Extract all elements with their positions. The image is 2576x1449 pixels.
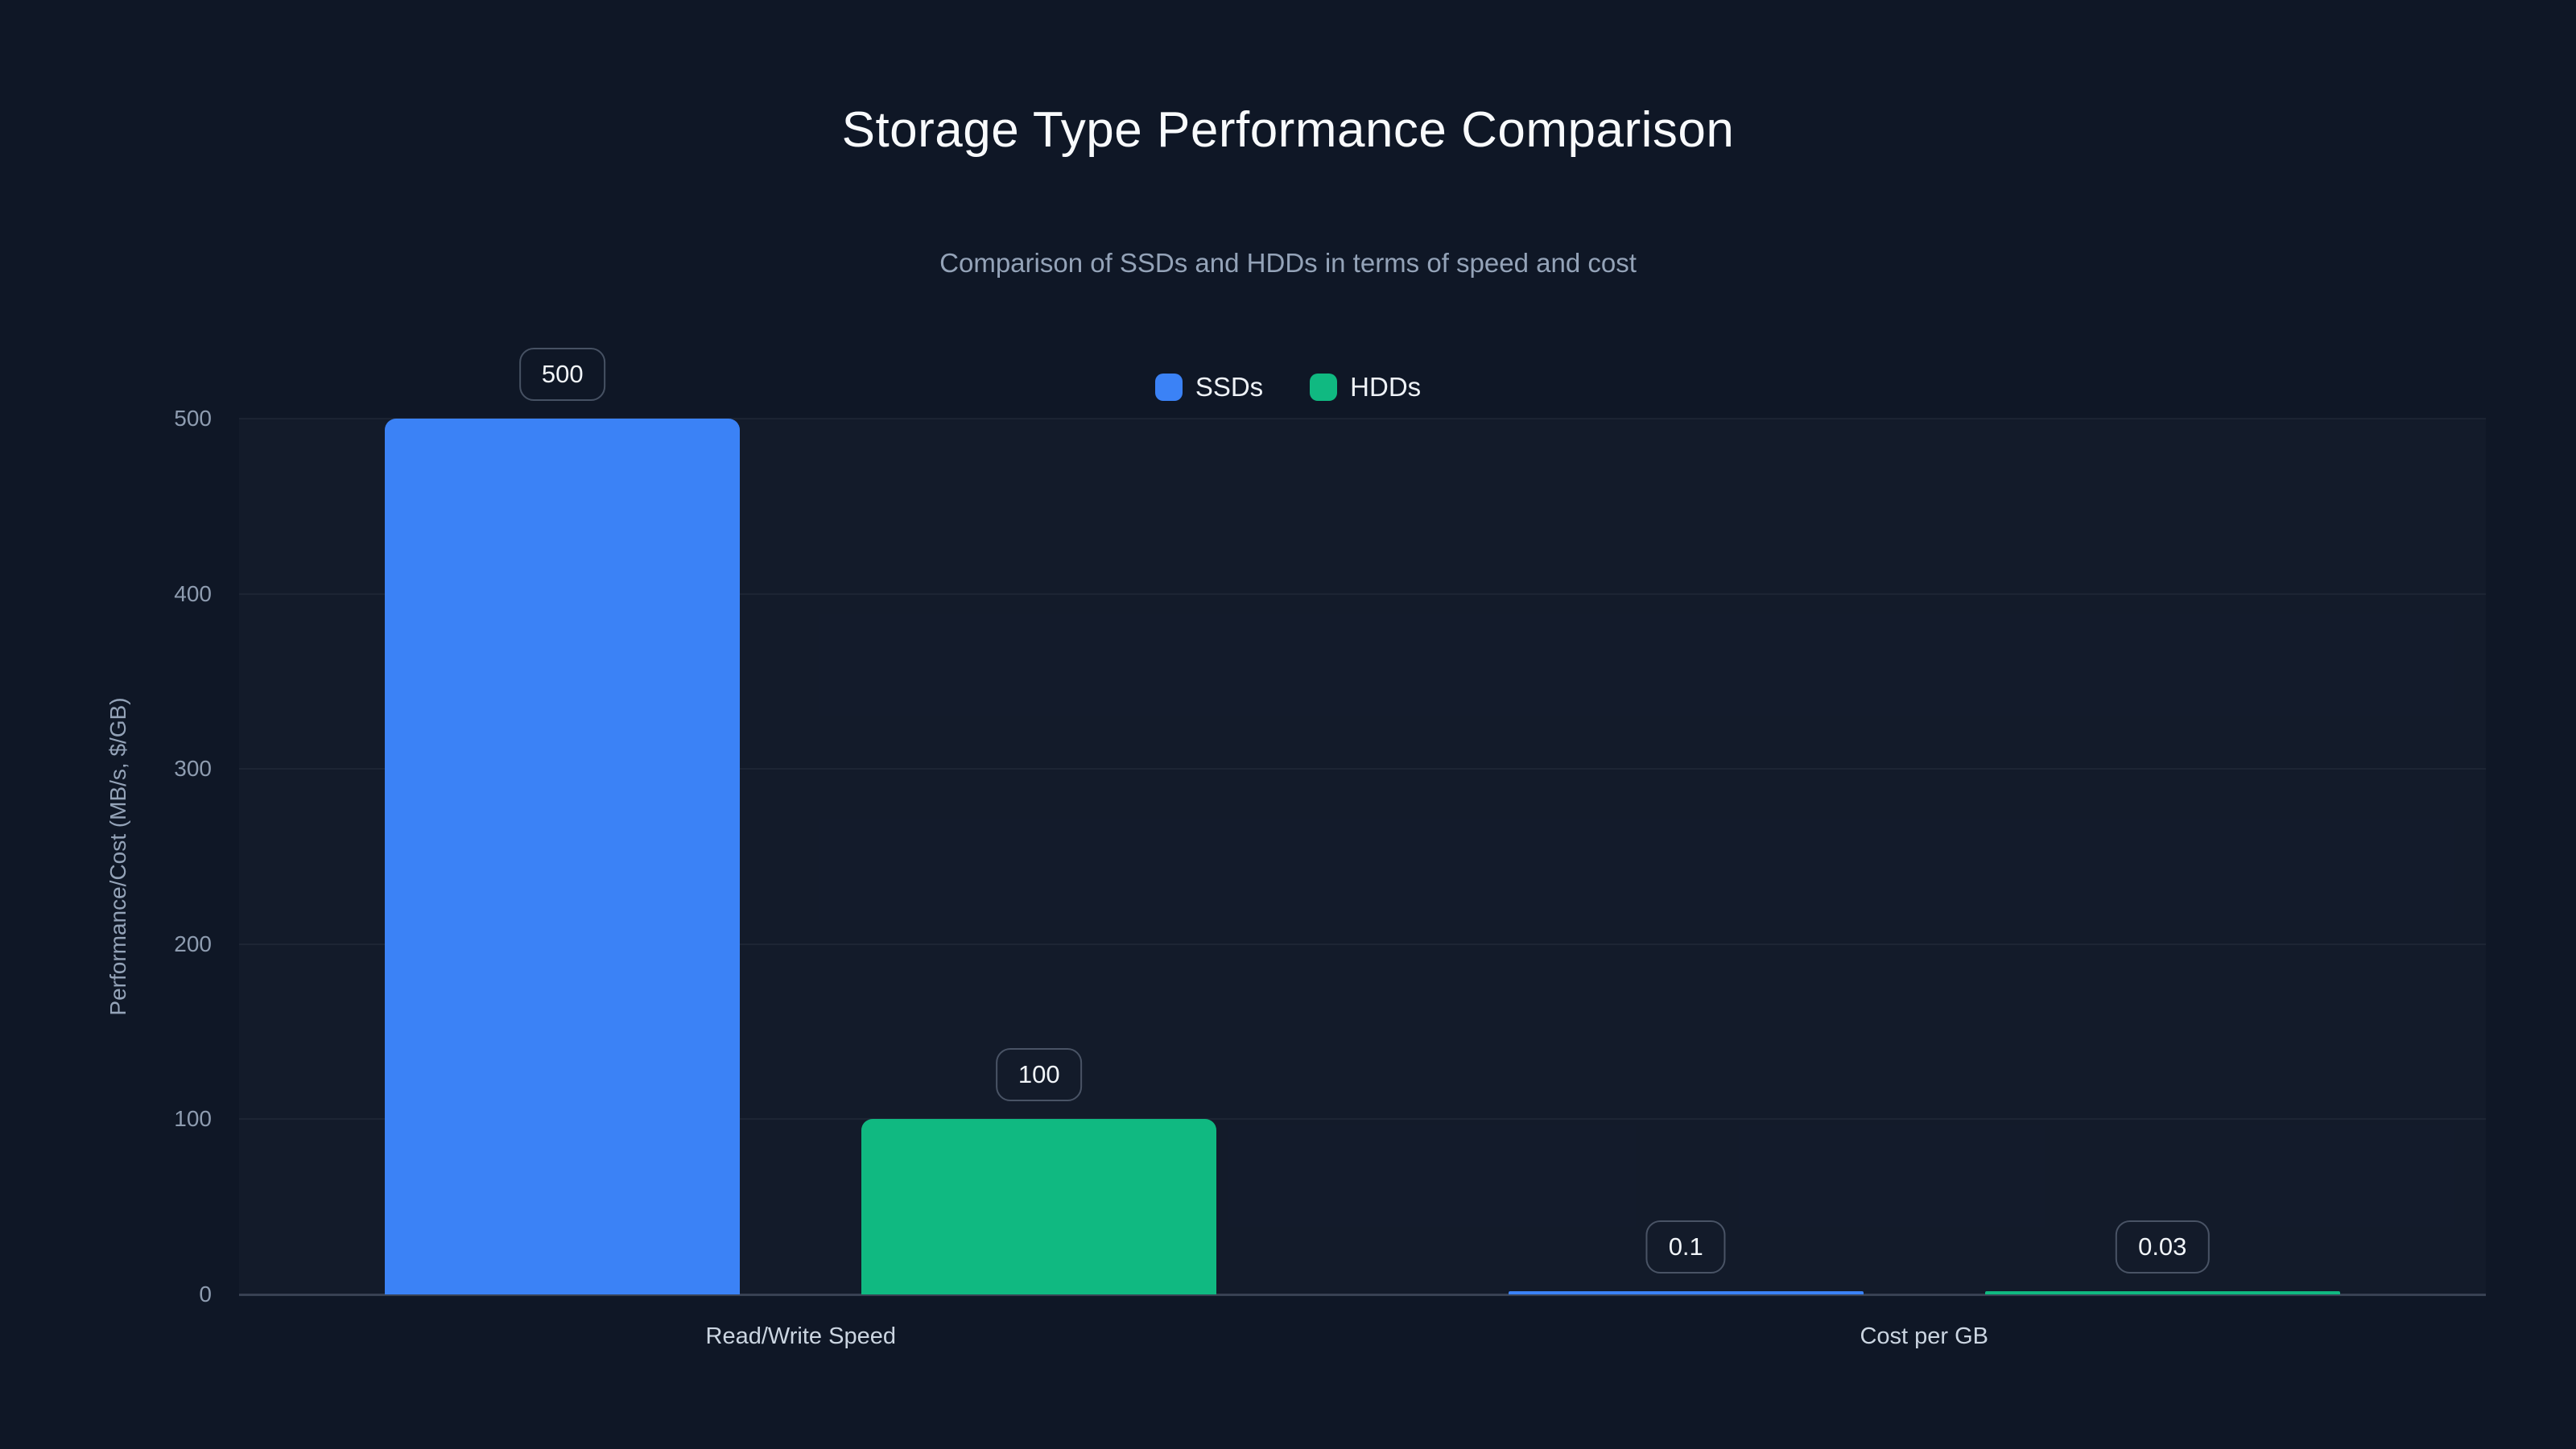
legend-swatch-ssds bbox=[1154, 374, 1183, 401]
legend-item-ssds[interactable]: SSDs bbox=[1154, 372, 1264, 402]
legend-swatch-hdds bbox=[1310, 374, 1338, 401]
legend-item-hdds[interactable]: HDDs bbox=[1310, 372, 1421, 402]
x-tick-label-read-write-speed: Read/Write Speed bbox=[705, 1323, 896, 1349]
bar-ssds-read-write-speed[interactable] bbox=[385, 419, 741, 1294]
y-tick-label-100: 100 bbox=[174, 1106, 212, 1132]
bar-hdds-read-write-speed[interactable] bbox=[861, 1119, 1217, 1294]
value-label-hdds-cost-per-gb: 0.03 bbox=[2116, 1220, 2210, 1274]
bar-ssds-cost-per-gb[interactable] bbox=[1508, 1291, 1864, 1294]
gridline-y-300 bbox=[239, 768, 2486, 770]
value-label-ssds-read-write-speed: 500 bbox=[518, 348, 606, 401]
y-tick-label-0: 0 bbox=[199, 1282, 212, 1307]
y-axis-label: Performance/Cost (MB/s, $/GB) bbox=[105, 697, 130, 1016]
gridline-y-500 bbox=[239, 418, 2486, 419]
value-label-ssds-cost-per-gb: 0.1 bbox=[1645, 1220, 1726, 1274]
legend-label-hdds: HDDs bbox=[1350, 372, 1422, 402]
y-tick-label-500: 500 bbox=[174, 406, 212, 431]
gridline-y-200 bbox=[239, 943, 2486, 945]
x-axis-baseline bbox=[239, 1294, 2486, 1296]
gridline-y-100 bbox=[239, 1118, 2486, 1121]
x-tick-label-cost-per-gb: Cost per GB bbox=[1860, 1323, 1989, 1349]
value-label-hdds-read-write-speed: 100 bbox=[995, 1048, 1083, 1102]
gridline-y-400 bbox=[239, 592, 2486, 595]
y-tick-label-400: 400 bbox=[174, 580, 212, 606]
bar-hdds-cost-per-gb[interactable] bbox=[1984, 1291, 2340, 1294]
y-tick-label-200: 200 bbox=[174, 931, 212, 956]
legend: SSDs HDDs bbox=[0, 372, 2576, 402]
y-tick-label-300: 300 bbox=[174, 756, 212, 782]
chart-title: Storage Type Performance Comparison bbox=[841, 102, 1735, 158]
chart-subtitle: Comparison of SSDs and HDDs in terms of … bbox=[939, 248, 1637, 278]
legend-label-ssds: SSDs bbox=[1195, 372, 1264, 402]
